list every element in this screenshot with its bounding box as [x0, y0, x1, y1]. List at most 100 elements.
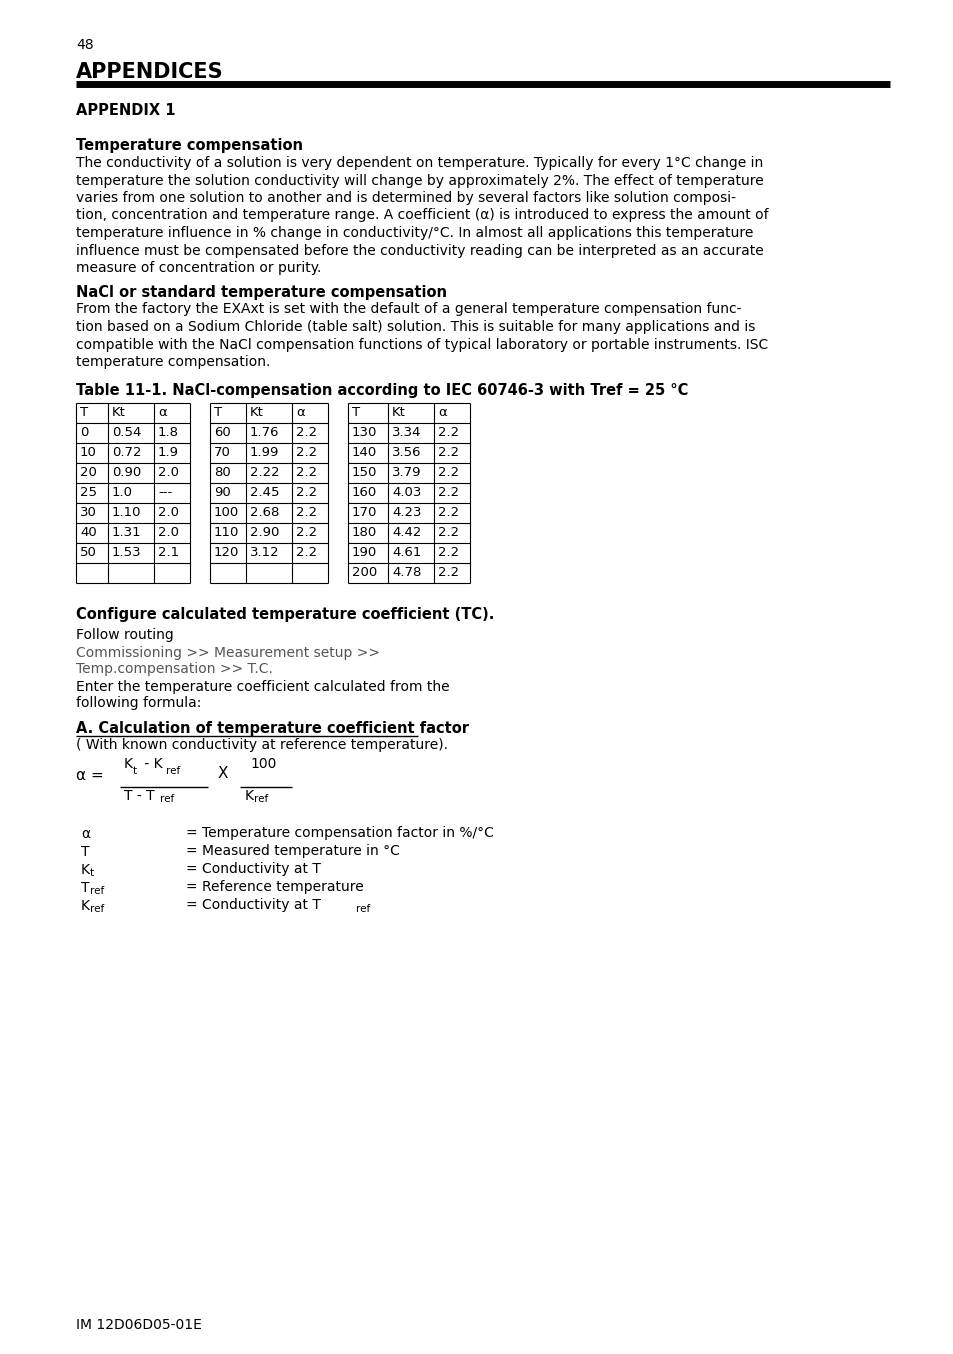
Text: 180: 180: [352, 527, 376, 539]
Text: 100: 100: [250, 757, 276, 770]
Text: 0.54: 0.54: [112, 427, 141, 440]
Text: 2.2: 2.2: [437, 527, 458, 539]
Text: X: X: [218, 766, 229, 781]
Text: 4.78: 4.78: [392, 566, 421, 580]
Text: 2.68: 2.68: [250, 506, 279, 520]
Text: ref: ref: [355, 903, 370, 914]
Text: 4.61: 4.61: [392, 547, 421, 559]
Text: ---: ---: [158, 486, 172, 500]
Text: ref: ref: [160, 795, 174, 804]
Text: 190: 190: [352, 547, 376, 559]
Text: following formula:: following formula:: [76, 696, 201, 711]
Text: varies from one solution to another and is determined by several factors like so: varies from one solution to another and …: [76, 191, 735, 204]
Text: ref: ref: [166, 766, 180, 776]
Text: 2.0: 2.0: [158, 467, 179, 479]
Text: 2.2: 2.2: [295, 447, 316, 459]
Text: Temperature compensation: Temperature compensation: [76, 138, 303, 153]
Text: 200: 200: [352, 566, 376, 580]
Text: 1.10: 1.10: [112, 506, 141, 520]
Text: 110: 110: [213, 527, 239, 539]
Text: 1.8: 1.8: [158, 427, 179, 440]
Text: ref: ref: [90, 886, 104, 895]
Text: ( With known conductivity at reference temperature).: ( With known conductivity at reference t…: [76, 738, 448, 753]
Text: K: K: [245, 788, 253, 803]
Text: 2.90: 2.90: [250, 527, 279, 539]
Text: Kt: Kt: [250, 406, 264, 420]
Text: T: T: [81, 880, 90, 895]
Text: 2.0: 2.0: [158, 527, 179, 539]
Text: T - T: T - T: [124, 788, 154, 803]
Text: = Reference temperature: = Reference temperature: [186, 880, 363, 895]
Text: Commissioning >> Measurement setup >>: Commissioning >> Measurement setup >>: [76, 646, 379, 659]
Text: T: T: [213, 406, 222, 420]
Text: T: T: [80, 406, 88, 420]
Text: IM 12D06D05-01E: IM 12D06D05-01E: [76, 1317, 202, 1332]
Text: = Temperature compensation factor in %/°C: = Temperature compensation factor in %/°…: [186, 826, 494, 841]
Text: Temp.compensation >> T.C.: Temp.compensation >> T.C.: [76, 662, 273, 677]
Text: - K: - K: [140, 757, 162, 770]
Text: temperature the solution conductivity will change by approximately 2%. The effec: temperature the solution conductivity wi…: [76, 173, 763, 187]
Text: Kt: Kt: [392, 406, 405, 420]
Text: = Conductivity at T: = Conductivity at T: [186, 862, 320, 876]
Text: temperature influence in % change in conductivity/°C. In almost all applications: temperature influence in % change in con…: [76, 226, 753, 240]
Text: 1.0: 1.0: [112, 486, 132, 500]
Text: t: t: [90, 868, 94, 877]
Text: 2.2: 2.2: [295, 547, 316, 559]
Text: α: α: [158, 406, 167, 420]
Text: 2.2: 2.2: [295, 427, 316, 440]
Text: influence must be compensated before the conductivity reading can be interpreted: influence must be compensated before the…: [76, 244, 763, 257]
Text: α: α: [81, 826, 90, 841]
Text: α =: α =: [76, 768, 104, 783]
Text: 4.23: 4.23: [392, 506, 421, 520]
Text: tion based on a Sodium Chloride (table salt) solution. This is suitable for many: tion based on a Sodium Chloride (table s…: [76, 320, 755, 334]
Text: 40: 40: [80, 527, 96, 539]
Text: ref: ref: [90, 903, 104, 914]
Text: α: α: [437, 406, 446, 420]
Text: 2.2: 2.2: [437, 486, 458, 500]
Text: 2.1: 2.1: [158, 547, 179, 559]
Text: 100: 100: [213, 506, 239, 520]
Text: 160: 160: [352, 486, 376, 500]
Text: 25: 25: [80, 486, 97, 500]
Text: 50: 50: [80, 547, 97, 559]
Text: The conductivity of a solution is very dependent on temperature. Typically for e: The conductivity of a solution is very d…: [76, 156, 762, 171]
Text: temperature compensation.: temperature compensation.: [76, 355, 270, 370]
Text: 2.2: 2.2: [295, 506, 316, 520]
Text: = Measured temperature in °C: = Measured temperature in °C: [186, 845, 399, 858]
Text: 120: 120: [213, 547, 239, 559]
Text: 2.2: 2.2: [437, 447, 458, 459]
Text: compatible with the NaCl compensation functions of typical laboratory or portabl: compatible with the NaCl compensation fu…: [76, 337, 767, 352]
Text: 30: 30: [80, 506, 97, 520]
Text: 130: 130: [352, 427, 377, 440]
Text: APPENDIX 1: APPENDIX 1: [76, 103, 175, 118]
Text: 70: 70: [213, 447, 231, 459]
Text: 20: 20: [80, 467, 97, 479]
Text: Enter the temperature coefficient calculated from the: Enter the temperature coefficient calcul…: [76, 680, 449, 693]
Text: 1.53: 1.53: [112, 547, 141, 559]
Text: 2.2: 2.2: [295, 527, 316, 539]
Text: measure of concentration or purity.: measure of concentration or purity.: [76, 261, 321, 275]
Text: 1.76: 1.76: [250, 427, 279, 440]
Text: 4.03: 4.03: [392, 486, 421, 500]
Text: α: α: [295, 406, 304, 420]
Text: Configure calculated temperature coefficient (TC).: Configure calculated temperature coeffic…: [76, 607, 494, 621]
Text: K: K: [81, 862, 90, 876]
Text: 0: 0: [80, 427, 89, 440]
Text: t: t: [132, 766, 137, 776]
Text: 2.2: 2.2: [437, 566, 458, 580]
Text: 170: 170: [352, 506, 377, 520]
Text: 3.79: 3.79: [392, 467, 421, 479]
Text: K: K: [81, 899, 90, 913]
Text: 140: 140: [352, 447, 376, 459]
Text: 80: 80: [213, 467, 231, 479]
Text: 2.2: 2.2: [437, 547, 458, 559]
Text: 3.34: 3.34: [392, 427, 421, 440]
Text: APPENDICES: APPENDICES: [76, 62, 223, 83]
Text: 0.72: 0.72: [112, 447, 141, 459]
Text: 3.12: 3.12: [250, 547, 279, 559]
Text: Kt: Kt: [112, 406, 126, 420]
Text: 150: 150: [352, 467, 377, 479]
Text: 60: 60: [213, 427, 231, 440]
Text: T: T: [81, 845, 90, 858]
Text: tion, concentration and temperature range. A coefficient (α) is introduced to ex: tion, concentration and temperature rang…: [76, 209, 768, 222]
